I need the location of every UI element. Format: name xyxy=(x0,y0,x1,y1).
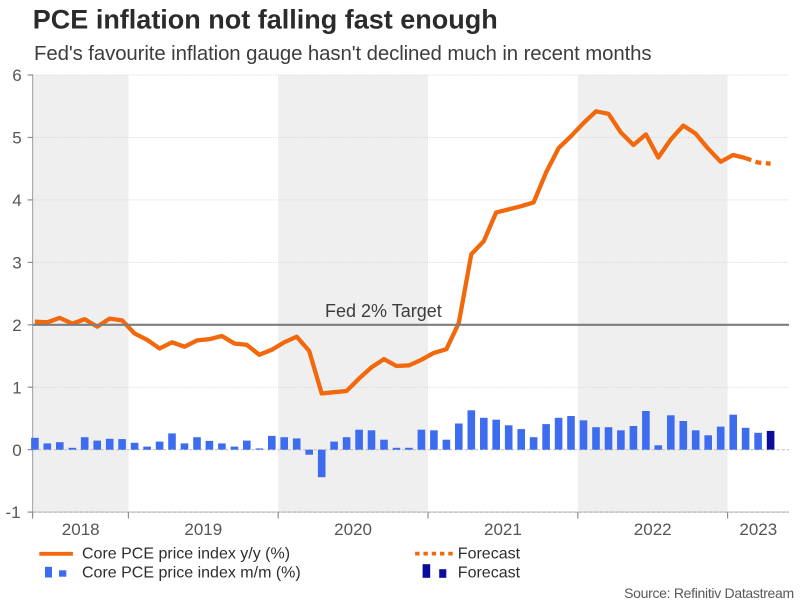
svg-text:Core PCE price index m/m (%): Core PCE price index m/m (%) xyxy=(82,564,301,581)
svg-text:2: 2 xyxy=(12,316,21,335)
svg-text:0: 0 xyxy=(12,441,21,460)
svg-text:2021: 2021 xyxy=(484,520,522,539)
svg-text:2018: 2018 xyxy=(62,520,100,539)
svg-text:2022: 2022 xyxy=(634,520,672,539)
svg-text:3: 3 xyxy=(12,254,21,273)
svg-text:4: 4 xyxy=(12,191,21,210)
svg-text:Source: Refinitiv Datastream: Source: Refinitiv Datastream xyxy=(624,585,794,601)
svg-text:5: 5 xyxy=(12,129,21,148)
svg-text:Fed's favourite inflation gaug: Fed's favourite inflation gauge hasn't d… xyxy=(34,43,652,65)
svg-text:-1: -1 xyxy=(5,503,20,522)
svg-text:6: 6 xyxy=(12,66,21,85)
svg-text:2023: 2023 xyxy=(739,520,777,539)
svg-text:2020: 2020 xyxy=(334,520,372,539)
svg-text:Core PCE price index y/y (%): Core PCE price index y/y (%) xyxy=(82,546,290,563)
svg-text:PCE inflation not falling fast: PCE inflation not falling fast enough xyxy=(33,4,498,34)
svg-text:1: 1 xyxy=(12,378,21,397)
svg-text:2019: 2019 xyxy=(184,520,222,539)
svg-text:Fed 2% Target: Fed 2% Target xyxy=(325,301,442,321)
svg-text:Forecast: Forecast xyxy=(458,546,521,563)
svg-text:Forecast: Forecast xyxy=(458,564,521,581)
